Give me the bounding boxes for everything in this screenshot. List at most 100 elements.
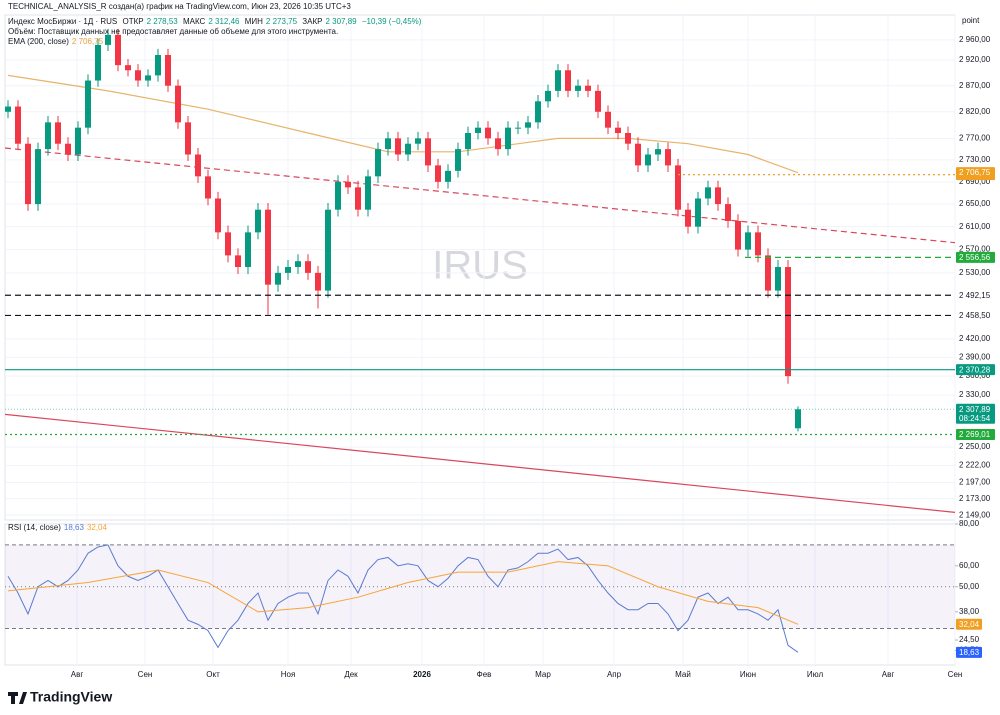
y-tick-label: 2 730,00 bbox=[959, 155, 991, 164]
candle-body bbox=[625, 132, 631, 144]
price-tag-label: 2 269,01 bbox=[959, 430, 991, 439]
x-tick-label: Фев bbox=[477, 670, 492, 679]
candle-body bbox=[225, 232, 231, 256]
candle-body bbox=[75, 127, 81, 155]
candle-body bbox=[475, 127, 481, 133]
candle-body bbox=[385, 138, 391, 150]
candle-body bbox=[235, 255, 241, 268]
y-tick-label: 2 960,00 bbox=[959, 35, 991, 44]
candle-body bbox=[105, 34, 111, 45]
y-tick-label: 2 390,00 bbox=[959, 352, 991, 361]
rsi-tag bbox=[956, 618, 982, 630]
candle-body bbox=[55, 122, 61, 144]
logo-text: TradingView bbox=[30, 689, 112, 705]
rsi-ma-value: 32,04 bbox=[86, 523, 107, 532]
candle-body bbox=[195, 154, 201, 177]
candle-body bbox=[425, 138, 431, 166]
rsi-band bbox=[5, 544, 955, 629]
candle-body bbox=[745, 232, 751, 250]
y-tick-label: 2 530,00 bbox=[959, 268, 991, 277]
price-tag-label: 2 556,56 bbox=[959, 253, 991, 262]
x-tick-label: Июл bbox=[807, 670, 824, 679]
logo: TradingView bbox=[8, 689, 112, 705]
y-tick-label: 2 570,00 bbox=[959, 245, 991, 254]
candle-body bbox=[525, 122, 531, 128]
candle-body bbox=[325, 209, 331, 291]
x-tick-label: Сен bbox=[948, 670, 963, 679]
candle-body bbox=[365, 176, 371, 210]
candle-body bbox=[415, 138, 421, 144]
rsi-legend: RSI (14, close) 18,63 32,04 bbox=[8, 523, 110, 532]
candle-body bbox=[85, 80, 91, 128]
ohlc-name: ОТКР bbox=[122, 17, 144, 26]
caption: TECHNICAL_ANALYSIS_R создан(а) график на… bbox=[8, 2, 351, 11]
price-tag bbox=[956, 289, 995, 301]
logo-icon bbox=[8, 692, 27, 704]
candle-body bbox=[285, 267, 291, 273]
candle-body bbox=[655, 149, 661, 155]
candle-body bbox=[785, 267, 791, 377]
trend-line bbox=[4, 413, 956, 513]
candle-body bbox=[265, 209, 271, 285]
candle-body bbox=[505, 127, 511, 150]
symbol: Индекс МосБиржи · 1Д · RUS bbox=[8, 17, 118, 26]
y-tick-label: 50,00 bbox=[959, 582, 980, 591]
price-tag-label: 2 492,15 bbox=[959, 291, 991, 300]
candle-body bbox=[635, 143, 641, 166]
candle-body bbox=[355, 187, 361, 210]
candle-body bbox=[695, 198, 701, 227]
candle-body bbox=[485, 127, 491, 139]
x-tick-label: Ноя bbox=[281, 670, 296, 679]
candle-body bbox=[565, 70, 571, 91]
candle-body bbox=[335, 181, 341, 210]
candle-body bbox=[375, 149, 381, 177]
candle-body bbox=[645, 154, 651, 166]
countdown: 08:24:54 bbox=[959, 414, 991, 423]
ohlc-name: ЗАКР bbox=[302, 17, 323, 26]
rsi-title: RSI (14, close) bbox=[8, 523, 61, 532]
x-tick-label: Сен bbox=[138, 670, 153, 679]
price-tag bbox=[956, 251, 995, 263]
y-tick-label: 2 173,00 bbox=[959, 494, 991, 503]
trend-line bbox=[4, 147, 956, 244]
y-tick-label: 2 690,00 bbox=[959, 177, 991, 186]
candle-body bbox=[5, 106, 11, 112]
y-tick-label: 2 197,00 bbox=[959, 477, 991, 486]
rsi-line bbox=[7, 544, 799, 653]
price-tag bbox=[956, 428, 995, 440]
candle-body bbox=[575, 85, 581, 91]
y-tick-label: 2 330,00 bbox=[959, 390, 991, 399]
ema-value: 2 706,75 bbox=[71, 37, 104, 46]
symbol-legend: Индекс МосБиржи · 1Д · RUS ОТКР 2 278,53 … bbox=[8, 17, 424, 26]
x-tick-label: Окт bbox=[206, 670, 220, 679]
candle-body bbox=[95, 44, 101, 81]
x-tick-label: Мар bbox=[535, 670, 551, 679]
y-tick-label: 2 360,00 bbox=[959, 371, 991, 380]
price-tag-label: 2 370,28 bbox=[959, 365, 991, 374]
candle-body bbox=[795, 409, 801, 429]
y-tick-label: 24,50 bbox=[959, 635, 980, 644]
candle-body bbox=[595, 90, 601, 112]
candle-body bbox=[295, 261, 301, 268]
candle-body bbox=[535, 101, 541, 123]
candle-body bbox=[515, 127, 521, 129]
candle-body bbox=[765, 255, 771, 291]
candle-body bbox=[725, 204, 731, 221]
candle-body bbox=[135, 70, 141, 81]
candle-body bbox=[245, 232, 251, 268]
candle-body bbox=[735, 220, 741, 250]
candle-body bbox=[15, 106, 21, 144]
candle-body bbox=[775, 267, 781, 291]
candle-body bbox=[445, 170, 451, 182]
volume-note: Объём: Поставщик данных не предоставляет… bbox=[8, 27, 339, 36]
price-tag bbox=[956, 364, 995, 376]
y-tick-label: 2 770,00 bbox=[959, 133, 991, 142]
candle-body bbox=[685, 209, 691, 227]
candle-body bbox=[155, 54, 161, 76]
ohlc-name: МАКС bbox=[182, 17, 206, 26]
x-tick-label: Авг bbox=[882, 670, 895, 679]
ohlc-name: МИН bbox=[244, 17, 263, 26]
x-tick-label: Дек bbox=[344, 670, 358, 679]
candle-body bbox=[605, 111, 611, 128]
